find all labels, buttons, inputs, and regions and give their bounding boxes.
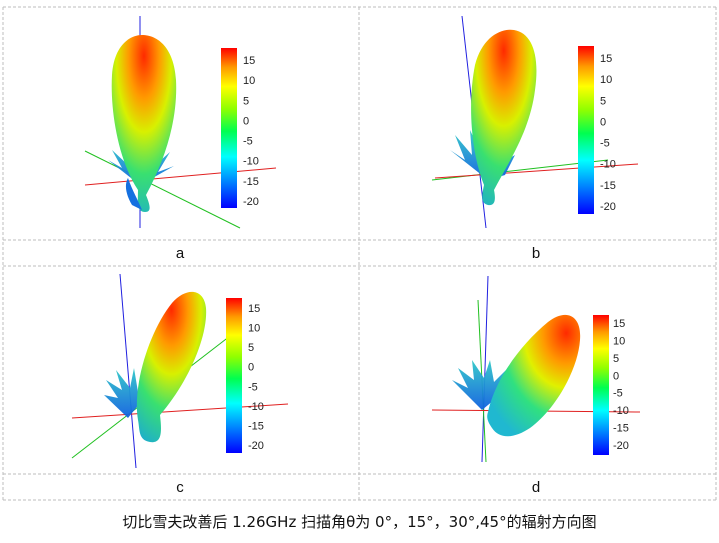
colorbar-tick-label-a: 10: [243, 75, 255, 87]
panel-label-b: b: [532, 245, 540, 262]
panel-b-pattern: [431, 15, 639, 229]
panel-a-pattern: [84, 16, 277, 229]
colorbar-tick-label-b: 15: [600, 53, 612, 65]
colorbar-tick-label-b: -5: [600, 138, 610, 150]
colorbar-tick-label-c: 0: [248, 362, 254, 374]
colorbar-tick-label-c: 15: [248, 303, 260, 315]
colorbar-tick-label-d: 5: [613, 353, 619, 365]
colorbar-tick-label-c: -20: [248, 440, 264, 452]
colorbar-ticks: 15 10 5 0 -5 -10 -15 -20 15 10 5 0 -5 -10 -15 -20 15 10 5 0…: [243, 53, 629, 452]
colorbar-tick-label-c: -15: [248, 420, 264, 432]
colorbar-tick-label-b: -10: [600, 159, 616, 171]
panel-label-d: d: [532, 479, 540, 496]
colorbar-tick-label-d: 15: [613, 318, 625, 330]
colorbar-tick-label-b: -15: [600, 180, 616, 192]
colorbar-tick-label-b: 5: [600, 95, 606, 107]
colorbar-tick-label-a: -5: [243, 136, 253, 148]
colorbar-tick-label-d: -20: [613, 440, 629, 452]
colorbar-tick-label-d: -5: [613, 388, 623, 400]
panel-grid: [2, 6, 717, 501]
colorbar-tick-label-b: 0: [600, 116, 606, 128]
colorbar-tick-label-d: 0: [613, 370, 619, 382]
colorbar-tick-label-d: -10: [613, 405, 629, 417]
panel-b-colorbar: [578, 46, 594, 214]
colorbar-tick-label-a: 5: [243, 95, 249, 107]
colorbar-tick-label-a: 15: [243, 55, 255, 67]
panel-label-c: c: [176, 479, 184, 496]
figure-caption: 切比雪夫改善后 1.26GHz 扫描角θ为 0°，15°，30°,45°的辐射方…: [122, 513, 597, 531]
colorbar-tick-label-a: -20: [243, 196, 259, 208]
colorbar-tick-label-b: 10: [600, 74, 612, 86]
colorbar-tick-label-a: -15: [243, 176, 259, 188]
panel-d-colorbar: [593, 315, 609, 455]
colorbar-tick-label-c: -5: [248, 381, 258, 393]
colorbar-tick-label-c: 5: [248, 342, 254, 354]
colorbar-tick-label-d: -15: [613, 423, 629, 435]
panel-c-pattern: [71, 273, 289, 469]
colorbar-tick-label-b: -20: [600, 201, 616, 213]
panel-c-colorbar: [226, 298, 242, 453]
colorbar-tick-label-a: 0: [243, 115, 249, 127]
colorbar-tick-label-d: 10: [613, 335, 625, 347]
colorbar-tick-label-a: -10: [243, 156, 259, 168]
panel-a-colorbar: [221, 48, 237, 208]
colorbar-tick-label-c: -10: [248, 401, 264, 413]
panel-label-a: a: [176, 245, 185, 262]
colorbar-tick-label-c: 10: [248, 323, 260, 335]
